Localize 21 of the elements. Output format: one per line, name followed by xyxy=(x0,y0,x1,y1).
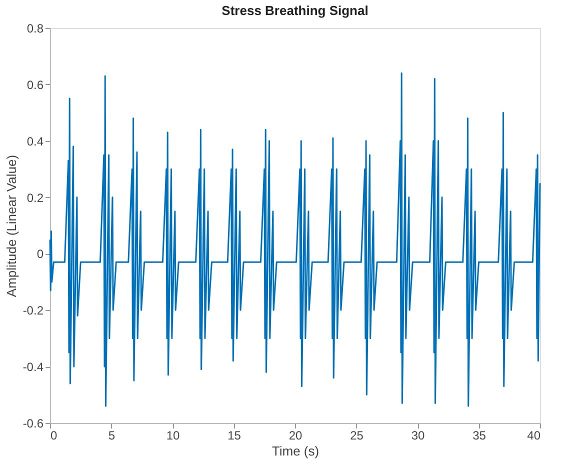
y-tick-label: -0.6 xyxy=(22,416,44,430)
y-tick-label: 0.6 xyxy=(26,78,44,92)
x-tick-label: 0 xyxy=(50,428,58,442)
line-series xyxy=(49,72,541,407)
y-tick-label: 0.2 xyxy=(26,190,44,205)
x-tick-label: 30 xyxy=(411,428,425,442)
y-tick-label: 0.4 xyxy=(26,134,44,148)
x-tick-label: 25 xyxy=(350,428,364,442)
y-tick-label: 0 xyxy=(36,247,44,262)
y-tick-label: 0.8 xyxy=(26,22,44,36)
y-tick-label: -0.4 xyxy=(22,360,44,374)
chart-title: Stress Breathing Signal xyxy=(222,3,368,18)
x-tick-label: 15 xyxy=(228,428,242,442)
y-tick-label: -0.2 xyxy=(22,304,44,318)
x-tick-label: 5 xyxy=(108,428,116,442)
y-axis-title: Amplitude (Linear Value) xyxy=(4,154,19,298)
x-tick-label: 10 xyxy=(166,428,180,442)
x-tick-label: 35 xyxy=(472,428,486,442)
x-tick-label: 20 xyxy=(288,428,302,442)
x-tick-label: 40 xyxy=(527,428,541,442)
x-axis-title: Time (s) xyxy=(272,444,320,458)
